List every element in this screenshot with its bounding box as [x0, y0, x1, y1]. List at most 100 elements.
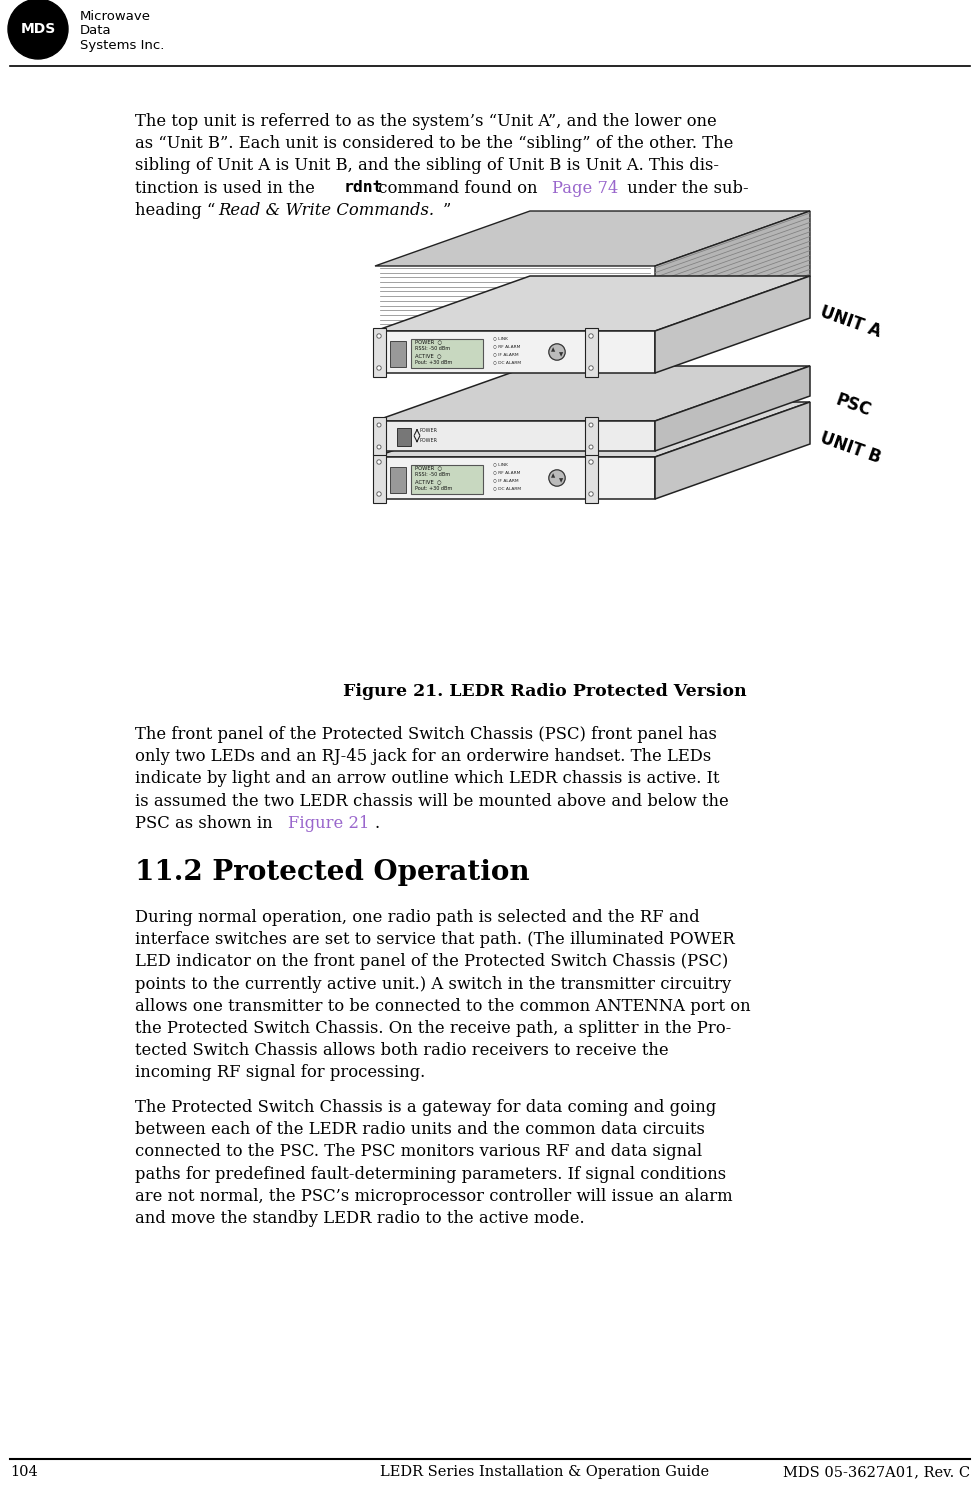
- Text: and move the standby LEDR radio to the active mode.: and move the standby LEDR radio to the a…: [135, 1210, 585, 1226]
- Text: RSSI: -50 dBm: RSSI: -50 dBm: [415, 347, 450, 351]
- Text: ○ IF ALARM: ○ IF ALARM: [493, 479, 518, 482]
- Text: POWER: POWER: [419, 438, 437, 443]
- Circle shape: [549, 470, 565, 486]
- Text: UNIT A: UNIT A: [818, 303, 884, 341]
- Circle shape: [589, 492, 593, 497]
- Circle shape: [376, 492, 381, 497]
- Circle shape: [8, 0, 68, 59]
- Text: Pout: +30 dBm: Pout: +30 dBm: [415, 486, 452, 491]
- Text: UNIT B: UNIT B: [818, 429, 884, 467]
- Circle shape: [589, 459, 593, 464]
- Circle shape: [376, 333, 381, 338]
- Text: is assumed the two LEDR chassis will be mounted above and below the: is assumed the two LEDR chassis will be …: [135, 793, 729, 809]
- Text: under the sub-: under the sub-: [622, 180, 749, 197]
- Circle shape: [589, 333, 593, 338]
- Text: Figure 21. LEDR Radio Protected Version: Figure 21. LEDR Radio Protected Version: [343, 683, 747, 699]
- Text: MDS 05-3627A01, Rev. C: MDS 05-3627A01, Rev. C: [783, 1465, 970, 1478]
- Polygon shape: [375, 366, 810, 420]
- Text: Pout: +30 dBm: Pout: +30 dBm: [415, 360, 452, 365]
- Text: PSC as shown in: PSC as shown in: [135, 815, 278, 832]
- Polygon shape: [655, 212, 810, 332]
- Bar: [390, 467, 406, 492]
- Text: the Protected Switch Chassis. On the receive path, a splitter in the Pro-: the Protected Switch Chassis. On the rec…: [135, 1021, 731, 1037]
- Text: During normal operation, one radio path is selected and the RF and: During normal operation, one radio path …: [135, 910, 700, 926]
- Text: 11.2 Protected Operation: 11.2 Protected Operation: [135, 859, 529, 886]
- Polygon shape: [655, 366, 810, 450]
- Text: ▼: ▼: [559, 477, 563, 483]
- Bar: [373, 417, 386, 455]
- Polygon shape: [375, 276, 810, 332]
- Text: tinction is used in the: tinction is used in the: [135, 180, 320, 197]
- Text: The Protected Switch Chassis is a gateway for data coming and going: The Protected Switch Chassis is a gatewa…: [135, 1099, 716, 1117]
- Bar: [397, 428, 411, 446]
- Text: MDS: MDS: [21, 23, 56, 36]
- Circle shape: [376, 366, 381, 371]
- Bar: [585, 417, 598, 455]
- Text: LED indicator on the front panel of the Protected Switch Chassis (PSC): LED indicator on the front panel of the …: [135, 953, 728, 971]
- Text: Page 74: Page 74: [553, 180, 619, 197]
- Text: heading “: heading “: [135, 201, 216, 219]
- Text: tected Switch Chassis allows both radio receivers to receive the: tected Switch Chassis allows both radio …: [135, 1042, 668, 1060]
- Text: paths for predefined fault-determining parameters. If signal conditions: paths for predefined fault-determining p…: [135, 1166, 726, 1183]
- Text: Microwave: Microwave: [80, 11, 151, 24]
- Circle shape: [549, 344, 565, 360]
- Circle shape: [377, 444, 381, 449]
- Text: The front panel of the Protected Switch Chassis (PSC) front panel has: The front panel of the Protected Switch …: [135, 726, 717, 743]
- Text: POWER: POWER: [419, 428, 437, 434]
- Text: ○ RF ALARM: ○ RF ALARM: [493, 470, 520, 474]
- Polygon shape: [375, 420, 655, 450]
- Text: ○ LINK: ○ LINK: [493, 336, 508, 341]
- Text: ○ DC ALARM: ○ DC ALARM: [493, 360, 521, 365]
- Text: command found on: command found on: [373, 180, 543, 197]
- Text: .: .: [374, 815, 379, 832]
- Circle shape: [589, 366, 593, 371]
- Bar: [373, 327, 386, 377]
- Text: as “Unit B”. Each unit is considered to be the “sibling” of the other. The: as “Unit B”. Each unit is considered to …: [135, 135, 733, 152]
- Bar: [411, 339, 483, 368]
- Text: ○ RF ALARM: ○ RF ALARM: [493, 345, 520, 348]
- Text: interface switches are set to service that path. (The illuminated POWER: interface switches are set to service th…: [135, 931, 735, 949]
- Text: RSSI: -50 dBm: RSSI: -50 dBm: [415, 473, 450, 477]
- Text: ○ IF ALARM: ○ IF ALARM: [493, 353, 518, 357]
- Bar: [585, 453, 598, 503]
- Text: incoming RF signal for processing.: incoming RF signal for processing.: [135, 1064, 425, 1081]
- Text: allows one transmitter to be connected to the common ANTENNA port on: allows one transmitter to be connected t…: [135, 998, 751, 1015]
- Text: PSC: PSC: [833, 392, 873, 420]
- Text: ”: ”: [443, 201, 452, 219]
- Text: ▲: ▲: [551, 347, 555, 353]
- Text: between each of the LEDR radio units and the common data circuits: between each of the LEDR radio units and…: [135, 1121, 705, 1138]
- Text: ○ DC ALARM: ○ DC ALARM: [493, 486, 521, 491]
- Text: are not normal, the PSC’s microprocessor controller will issue an alarm: are not normal, the PSC’s microprocessor…: [135, 1187, 733, 1205]
- Text: The top unit is referred to as the system’s “Unit A”, and the lower one: The top unit is referred to as the syste…: [135, 113, 716, 131]
- Text: Data: Data: [80, 24, 112, 38]
- Bar: [390, 341, 406, 366]
- Text: Figure 21: Figure 21: [288, 815, 369, 832]
- Text: 104: 104: [10, 1465, 38, 1478]
- Text: ▲: ▲: [551, 473, 555, 477]
- Text: ○ LINK: ○ LINK: [493, 462, 508, 467]
- Bar: [373, 453, 386, 503]
- Text: indicate by light and an arrow outline which LEDR chassis is active. It: indicate by light and an arrow outline w…: [135, 770, 719, 788]
- Text: rdnt: rdnt: [344, 180, 383, 195]
- Text: sibling of Unit A is Unit B, and the sibling of Unit B is Unit A. This dis-: sibling of Unit A is Unit B, and the sib…: [135, 158, 719, 174]
- Text: ACTIVE  ○: ACTIVE ○: [415, 353, 442, 357]
- Text: Read & Write Commands.: Read & Write Commands.: [218, 201, 434, 219]
- Polygon shape: [375, 212, 810, 266]
- Polygon shape: [375, 332, 655, 374]
- Text: points to the currently active unit.) A switch in the transmitter circuitry: points to the currently active unit.) A …: [135, 976, 731, 992]
- Text: ACTIVE  ○: ACTIVE ○: [415, 479, 442, 483]
- Bar: [411, 465, 483, 494]
- Circle shape: [376, 459, 381, 464]
- Text: POWER  ○: POWER ○: [415, 465, 442, 470]
- Text: POWER  ○: POWER ○: [415, 339, 442, 344]
- Text: only two LEDs and an RJ-45 jack for an orderwire handset. The LEDs: only two LEDs and an RJ-45 jack for an o…: [135, 747, 711, 766]
- Polygon shape: [375, 402, 810, 456]
- Circle shape: [589, 423, 593, 426]
- Polygon shape: [375, 456, 655, 498]
- Text: LEDR Series Installation & Operation Guide: LEDR Series Installation & Operation Gui…: [380, 1465, 710, 1478]
- Circle shape: [589, 444, 593, 449]
- Polygon shape: [655, 276, 810, 374]
- Bar: [585, 327, 598, 377]
- Text: Systems Inc.: Systems Inc.: [80, 39, 165, 51]
- Text: ▼: ▼: [559, 353, 563, 357]
